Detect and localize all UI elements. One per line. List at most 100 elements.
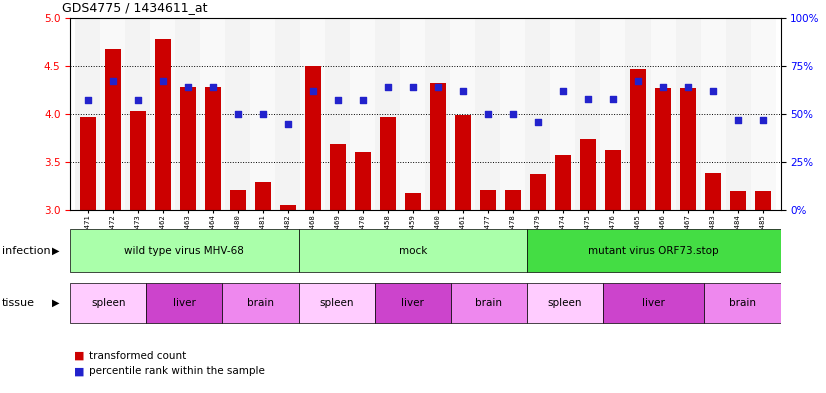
Point bbox=[106, 78, 119, 84]
Text: spleen: spleen bbox=[548, 298, 582, 308]
Bar bbox=[676, 18, 700, 210]
Text: mock: mock bbox=[398, 246, 427, 255]
Text: transformed count: transformed count bbox=[89, 351, 187, 361]
Bar bbox=[755, 191, 771, 210]
Bar bbox=[325, 18, 350, 210]
Text: ■: ■ bbox=[74, 366, 85, 376]
Bar bbox=[301, 18, 325, 210]
Bar bbox=[105, 50, 121, 210]
Bar bbox=[555, 155, 571, 210]
Bar bbox=[179, 87, 196, 210]
Bar bbox=[476, 18, 501, 210]
Bar bbox=[405, 193, 421, 210]
Text: percentile rank within the sample: percentile rank within the sample bbox=[89, 366, 265, 376]
Bar bbox=[527, 229, 781, 272]
Bar bbox=[298, 229, 527, 272]
Bar bbox=[380, 117, 396, 210]
Bar bbox=[70, 229, 298, 272]
Text: spleen: spleen bbox=[320, 298, 354, 308]
Text: wild type virus MHV-68: wild type virus MHV-68 bbox=[125, 246, 244, 255]
Bar bbox=[751, 18, 776, 210]
Point bbox=[81, 97, 94, 104]
Bar bbox=[700, 18, 725, 210]
Bar bbox=[175, 18, 200, 210]
Point bbox=[256, 111, 269, 117]
Bar bbox=[651, 18, 676, 210]
Text: infection: infection bbox=[2, 246, 50, 255]
Bar bbox=[550, 18, 576, 210]
Bar bbox=[79, 117, 96, 210]
Point bbox=[757, 117, 770, 123]
Text: GDS4775 / 1434611_at: GDS4775 / 1434611_at bbox=[62, 1, 207, 14]
Bar bbox=[725, 18, 751, 210]
Point bbox=[732, 117, 745, 123]
Bar bbox=[222, 283, 298, 323]
Point bbox=[657, 84, 670, 90]
Bar bbox=[401, 18, 425, 210]
Bar bbox=[527, 283, 603, 323]
Point bbox=[431, 84, 444, 90]
Text: brain: brain bbox=[247, 298, 274, 308]
Bar bbox=[705, 283, 781, 323]
Point bbox=[706, 88, 719, 94]
Bar bbox=[200, 18, 225, 210]
Bar bbox=[75, 18, 100, 210]
Bar bbox=[350, 18, 375, 210]
Text: ■: ■ bbox=[74, 351, 85, 361]
Point bbox=[557, 88, 570, 94]
Point bbox=[131, 97, 145, 104]
Bar bbox=[298, 283, 375, 323]
Bar bbox=[70, 283, 146, 323]
Text: spleen: spleen bbox=[91, 298, 126, 308]
Text: ▶: ▶ bbox=[52, 246, 59, 255]
Text: liver: liver bbox=[643, 298, 665, 308]
Bar bbox=[280, 206, 296, 210]
Bar bbox=[205, 87, 221, 210]
Bar bbox=[146, 283, 222, 323]
Bar bbox=[625, 18, 651, 210]
Bar bbox=[680, 88, 696, 210]
Point bbox=[281, 120, 294, 127]
Bar bbox=[505, 190, 521, 210]
Bar bbox=[580, 139, 596, 210]
Point bbox=[382, 84, 395, 90]
Bar bbox=[130, 111, 146, 210]
Bar bbox=[450, 18, 476, 210]
Bar bbox=[425, 18, 450, 210]
Point bbox=[156, 78, 169, 84]
Bar bbox=[576, 18, 601, 210]
Point bbox=[681, 84, 695, 90]
Point bbox=[356, 97, 369, 104]
Point bbox=[582, 95, 595, 102]
Point bbox=[406, 84, 420, 90]
Text: brain: brain bbox=[475, 298, 502, 308]
Bar bbox=[601, 18, 625, 210]
Bar bbox=[150, 18, 175, 210]
Bar bbox=[480, 190, 496, 210]
Bar bbox=[275, 18, 301, 210]
Point bbox=[531, 119, 544, 125]
Point bbox=[631, 78, 644, 84]
Bar bbox=[375, 283, 451, 323]
Point bbox=[506, 111, 520, 117]
Point bbox=[181, 84, 194, 90]
Point bbox=[456, 88, 469, 94]
Bar bbox=[603, 283, 705, 323]
Bar bbox=[430, 83, 446, 210]
Bar bbox=[126, 18, 150, 210]
Bar bbox=[100, 18, 126, 210]
Bar bbox=[525, 18, 550, 210]
Text: liver: liver bbox=[173, 298, 196, 308]
Bar bbox=[375, 18, 401, 210]
Point bbox=[306, 88, 320, 94]
Bar bbox=[230, 190, 246, 210]
Bar bbox=[630, 69, 646, 210]
Point bbox=[331, 97, 344, 104]
Text: ▶: ▶ bbox=[52, 298, 59, 308]
Bar bbox=[330, 144, 346, 210]
Text: mutant virus ORF73.stop: mutant virus ORF73.stop bbox=[588, 246, 719, 255]
Text: tissue: tissue bbox=[2, 298, 35, 308]
Bar bbox=[254, 182, 271, 210]
Text: brain: brain bbox=[729, 298, 756, 308]
Bar bbox=[154, 39, 171, 210]
